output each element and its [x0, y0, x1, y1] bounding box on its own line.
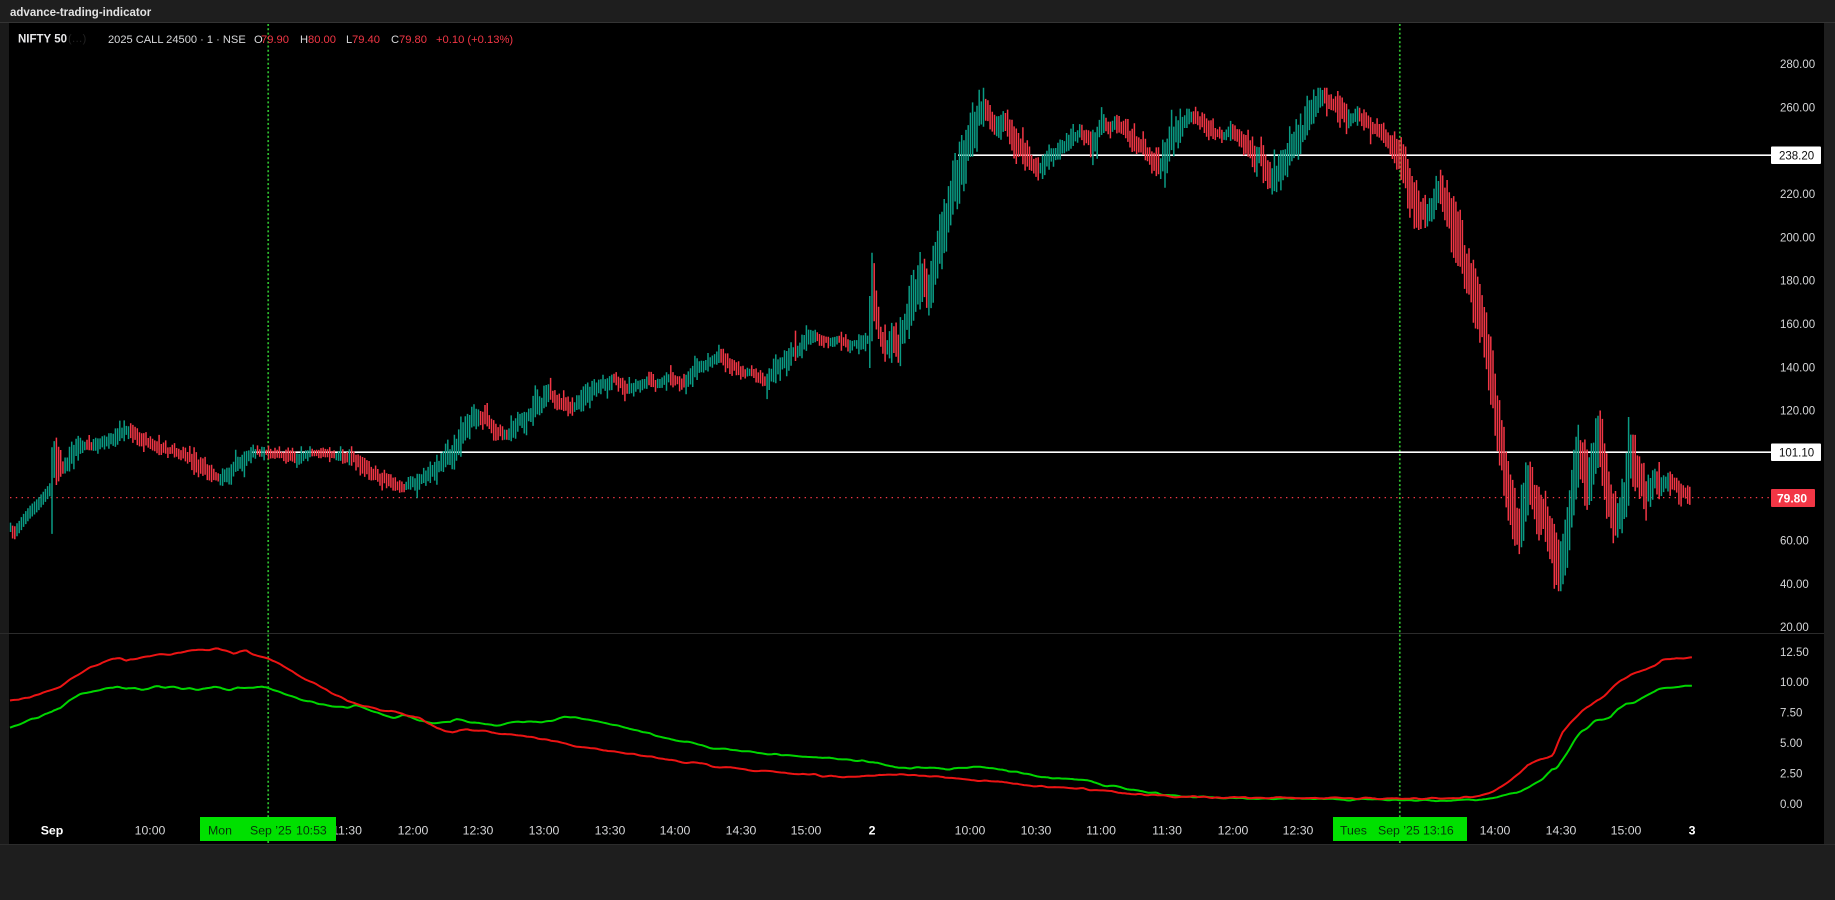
- svg-text:Sep ’25: Sep ’25: [1378, 824, 1420, 838]
- svg-text:40.00: 40.00: [1780, 579, 1809, 591]
- svg-text:advance-trading-indicator: advance-trading-indicator: [10, 7, 152, 19]
- svg-text:C: C: [391, 34, 399, 46]
- svg-text:L: L: [346, 34, 352, 46]
- svg-text:101.10: 101.10: [1779, 448, 1814, 460]
- svg-text:O: O: [254, 34, 263, 46]
- svg-text:10:00: 10:00: [135, 824, 166, 838]
- svg-text:10.00: 10.00: [1780, 677, 1809, 689]
- svg-text:180.00: 180.00: [1780, 276, 1815, 288]
- svg-text:11:30: 11:30: [1152, 824, 1182, 838]
- svg-text:12:00: 12:00: [1218, 824, 1249, 838]
- svg-text:11:00: 11:00: [1086, 824, 1116, 838]
- svg-text:140.00: 140.00: [1780, 362, 1815, 374]
- svg-text:Sep: Sep: [41, 824, 64, 838]
- svg-text:160.00: 160.00: [1780, 319, 1815, 331]
- svg-text:10:00: 10:00: [955, 824, 986, 838]
- svg-text:15:00: 15:00: [791, 824, 822, 838]
- svg-text:14:30: 14:30: [1546, 824, 1577, 838]
- svg-text:60.00: 60.00: [1780, 536, 1809, 548]
- svg-text:120.00: 120.00: [1780, 406, 1815, 418]
- svg-text:7.50: 7.50: [1780, 708, 1802, 720]
- svg-text:13:00: 13:00: [529, 824, 560, 838]
- svg-text:79.90: 79.90: [261, 34, 289, 46]
- svg-text:15:00: 15:00: [1611, 824, 1642, 838]
- svg-text:+0.10 (+0.13%): +0.10 (+0.13%): [436, 34, 513, 46]
- svg-text:11:30: 11:30: [332, 824, 362, 838]
- svg-text:10:30: 10:30: [1021, 824, 1052, 838]
- svg-text:NIFTY 50: NIFTY 50: [18, 34, 67, 46]
- svg-text:79.40: 79.40: [352, 34, 380, 46]
- svg-text:79.80: 79.80: [1777, 492, 1807, 506]
- svg-text:20.00: 20.00: [1780, 622, 1809, 634]
- svg-text:238.20: 238.20: [1779, 151, 1814, 163]
- svg-text:H: H: [300, 34, 308, 46]
- svg-text:280.00: 280.00: [1780, 59, 1815, 71]
- svg-text:Mon: Mon: [208, 824, 232, 838]
- svg-text:0.00: 0.00: [1780, 799, 1802, 811]
- svg-text:13:30: 13:30: [595, 824, 626, 838]
- svg-text:5.00: 5.00: [1780, 738, 1802, 750]
- svg-text:3: 3: [1689, 824, 1696, 838]
- svg-text:10:53: 10:53: [296, 824, 327, 838]
- svg-text:220.00: 220.00: [1780, 189, 1815, 201]
- svg-text:12.50: 12.50: [1780, 647, 1809, 659]
- svg-text:Tues: Tues: [1340, 824, 1367, 838]
- svg-text:79.80: 79.80: [399, 34, 427, 46]
- svg-text:2.50: 2.50: [1780, 769, 1802, 781]
- svg-text:2: 2: [869, 824, 876, 838]
- svg-text:14:00: 14:00: [1480, 824, 1511, 838]
- svg-text:12:30: 12:30: [463, 824, 494, 838]
- svg-text:14:00: 14:00: [660, 824, 691, 838]
- svg-text:12:30: 12:30: [1283, 824, 1314, 838]
- svg-text:12:00: 12:00: [398, 824, 429, 838]
- svg-text:Sep ’25: Sep ’25: [250, 824, 292, 838]
- svg-text:260.00: 260.00: [1780, 102, 1815, 114]
- svg-text:14:30: 14:30: [726, 824, 757, 838]
- svg-text:80.00: 80.00: [308, 34, 336, 46]
- svg-text:2025 CALL 24500 · 1 · NSE: 2025 CALL 24500 · 1 · NSE: [108, 34, 246, 46]
- svg-text:200.00: 200.00: [1780, 232, 1815, 244]
- svg-text:(…): (…): [68, 33, 86, 45]
- svg-text:13:16: 13:16: [1423, 824, 1454, 838]
